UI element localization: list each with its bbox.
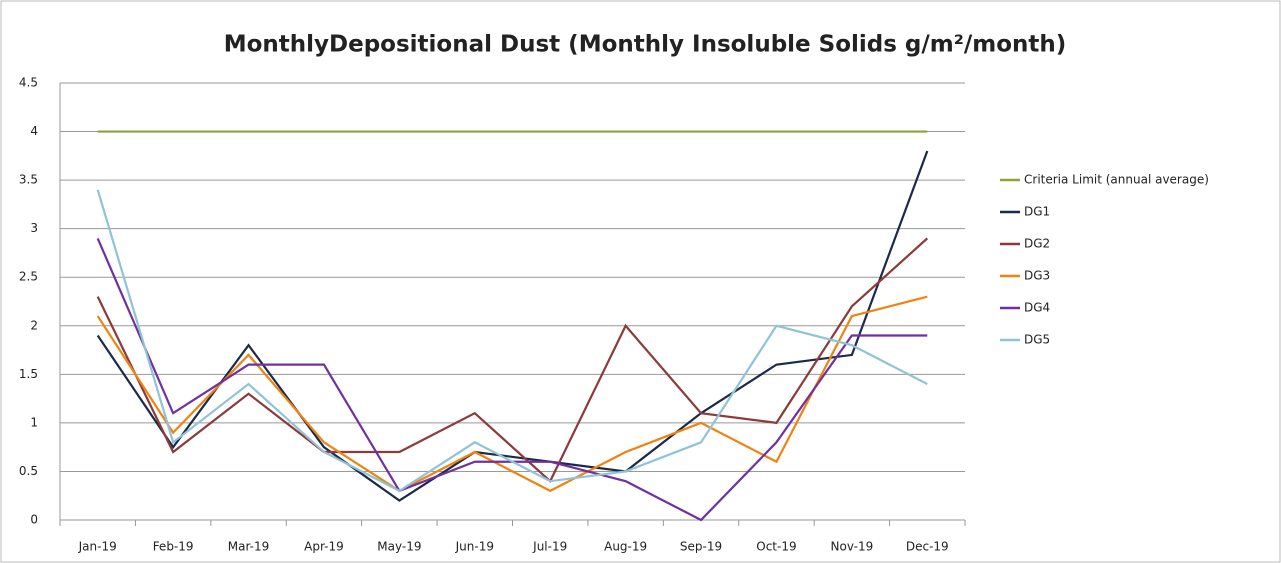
series-line — [96, 189, 928, 493]
chart-title: MonthlyDepositional Dust (Monthly Insolu… — [224, 32, 1067, 58]
y-tick-label: 2.5 — [19, 270, 38, 284]
legend-label: DG4 — [1024, 301, 1050, 315]
y-tick-label: 3.5 — [19, 173, 38, 187]
x-tick-label: Sep-19 — [680, 540, 722, 554]
series-line — [96, 150, 929, 502]
legend-label: DG1 — [1024, 205, 1050, 219]
legend-label: DG3 — [1024, 269, 1050, 283]
y-tick-label: 2 — [30, 318, 38, 332]
series-line — [96, 295, 928, 493]
x-tick-label: Jan-19 — [78, 540, 117, 554]
y-tick-label: 4.5 — [19, 76, 38, 90]
x-tick-label: Jul-19 — [532, 540, 567, 554]
y-tick-label: 0.5 — [19, 464, 38, 478]
legend-label: DG5 — [1024, 333, 1050, 347]
x-tick-label: Apr-19 — [304, 540, 344, 554]
y-tick-label: 0 — [30, 513, 38, 527]
legend-label: Criteria Limit (annual average) — [1024, 173, 1209, 187]
x-tick-label: Oct-19 — [756, 540, 796, 554]
y-tick-label: 1 — [30, 415, 38, 429]
x-tick-label: Jun-19 — [455, 540, 494, 554]
series-line — [96, 237, 929, 483]
x-tick-label: May-19 — [377, 540, 421, 554]
y-tick-label: 4 — [30, 124, 38, 138]
legend: Criteria Limit (annual average) DG1 DG2 DG3… — [1000, 173, 1209, 347]
x-tick-label: Aug-19 — [604, 540, 647, 554]
x-tick-label: Feb-19 — [153, 540, 194, 554]
x-tick-label: Mar-19 — [228, 540, 269, 554]
x-tick-label: Dec-19 — [906, 540, 949, 554]
y-tick-label: 3 — [30, 221, 38, 235]
y-tick-label: 1.5 — [19, 367, 38, 381]
legend-label: DG2 — [1024, 237, 1050, 251]
x-tick-label: Nov-19 — [831, 540, 874, 554]
